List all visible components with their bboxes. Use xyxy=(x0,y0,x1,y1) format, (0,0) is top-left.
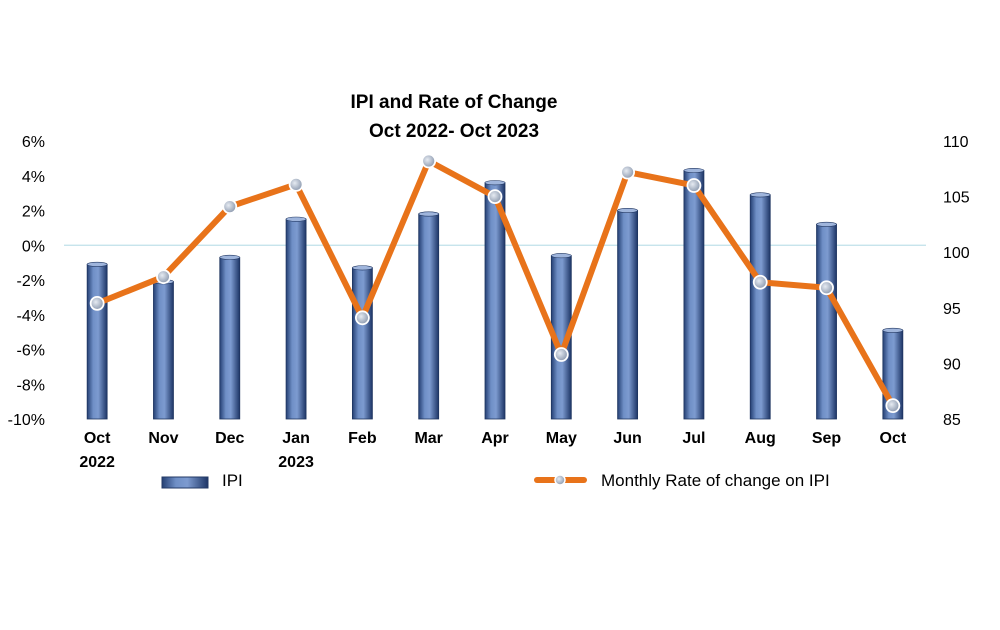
ipi-bar xyxy=(351,267,373,420)
rate-point xyxy=(156,269,171,285)
ipi-bar xyxy=(153,281,174,420)
rate-point xyxy=(354,310,370,326)
rate-point xyxy=(487,189,503,205)
rate-point xyxy=(421,153,437,169)
x-axis-label: Feb xyxy=(348,430,377,447)
ipi-bar xyxy=(219,257,241,420)
ipi-bar xyxy=(749,194,771,420)
ipi-bar xyxy=(285,218,307,420)
rate-markers xyxy=(89,153,901,414)
rate-point xyxy=(553,347,569,362)
ipi-bar-cap xyxy=(86,261,108,267)
ipi-bar-cap xyxy=(352,265,373,271)
left-axis-tick: -10% xyxy=(8,412,45,429)
left-axis: 6% 4% 2% 0% -2% -4% -6% -8% -10% xyxy=(8,134,45,429)
rate-point xyxy=(752,274,768,290)
ipi-bar-cap xyxy=(418,211,439,217)
rate-point xyxy=(686,178,702,193)
chart-title-line-1: IPI and Rate of Change xyxy=(351,92,558,113)
x-axis-label: Jun xyxy=(613,430,641,447)
left-axis-tick: -4% xyxy=(17,308,45,325)
x-axis-label: Aug xyxy=(745,430,776,447)
legend-ipi-label: IPI xyxy=(222,471,243,490)
ipi-bar-cap xyxy=(816,221,837,227)
right-axis-tick: 85 xyxy=(943,412,961,429)
x-axis-label: May xyxy=(546,430,577,447)
left-axis-tick: -8% xyxy=(17,377,45,394)
ipi-bar-cap xyxy=(683,168,705,174)
x-axis-label: Sep xyxy=(812,430,842,447)
ipi-bar-cap xyxy=(551,253,572,259)
left-axis-tick: 6% xyxy=(22,134,45,151)
x-axis-label: Jul xyxy=(682,430,705,447)
left-axis-tick: 4% xyxy=(22,169,45,186)
ipi-bars xyxy=(86,168,904,420)
x-axis-label: 2022 xyxy=(79,454,115,471)
left-axis-tick: -2% xyxy=(17,273,45,290)
left-axis-tick: 0% xyxy=(22,238,45,255)
x-axis-label: Apr xyxy=(481,430,509,447)
legend: IPI Monthly Rate of change on IPI xyxy=(161,471,830,490)
right-axis-tick: 110 xyxy=(943,134,969,151)
legend-ipi-swatch xyxy=(161,476,209,489)
rate-point xyxy=(288,176,304,192)
ipi-bar-cap xyxy=(484,180,506,186)
ipi-bar xyxy=(816,223,837,420)
ipi-bar-cap xyxy=(617,208,638,214)
ipi-bar xyxy=(617,210,639,420)
x-axis-labels: Oct 2022 Nov Dec Jan 2023 Feb Mar Apr May Jun Jul Au… xyxy=(79,430,906,471)
chart-title-line-2: Oct 2022- Oct 2023 xyxy=(369,121,539,142)
ipi-bar xyxy=(683,170,705,420)
ipi-bar xyxy=(86,263,108,420)
x-axis-label: Dec xyxy=(215,430,244,447)
legend-rate-label: Monthly Rate of change on IPI xyxy=(601,471,830,490)
rate-point xyxy=(620,164,636,180)
right-axis-tick: 95 xyxy=(943,301,961,318)
right-axis-tick: 100 xyxy=(943,245,970,262)
right-axis-tick: 90 xyxy=(943,356,961,373)
rate-point xyxy=(819,280,834,296)
right-axis-tick: 105 xyxy=(943,190,970,207)
x-axis-label: Oct xyxy=(84,430,111,447)
legend-rate-marker xyxy=(554,474,566,486)
x-axis-label: Oct xyxy=(880,430,907,447)
x-axis-label: Nov xyxy=(148,430,178,447)
x-axis-label: Mar xyxy=(414,430,442,447)
ipi-bar-cap xyxy=(749,192,771,198)
ipi-bar-cap xyxy=(882,327,904,333)
left-axis-tick: 2% xyxy=(22,204,45,221)
ipi-bar xyxy=(418,213,440,420)
rate-point xyxy=(885,398,901,414)
x-axis-label: 2023 xyxy=(278,454,314,471)
rate-point xyxy=(222,199,238,215)
right-axis: 110 105 100 95 90 85 xyxy=(943,134,970,429)
ipi-bar-cap xyxy=(219,254,241,260)
rate-point xyxy=(89,295,105,311)
left-axis-tick: -6% xyxy=(17,343,45,360)
ipi-bar-cap xyxy=(285,216,307,222)
x-axis-label: Jan xyxy=(282,430,310,447)
